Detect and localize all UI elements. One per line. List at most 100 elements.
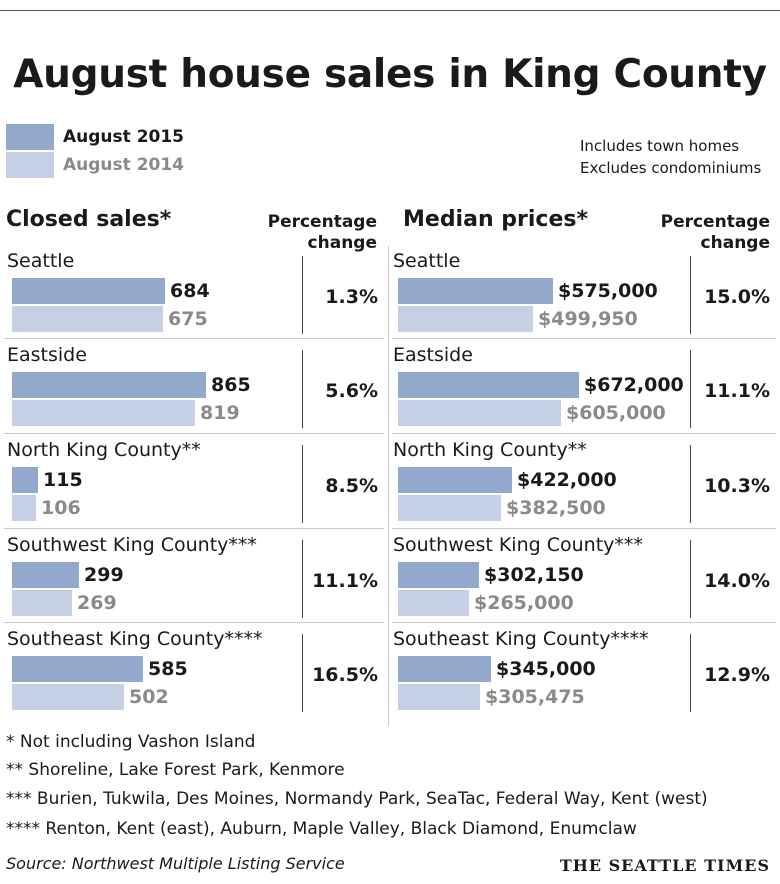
median-prices-value-2015: $575,000 bbox=[558, 280, 658, 302]
closed-sales-pct-change: 5.6% bbox=[325, 380, 378, 402]
median-prices-region-label: Southwest King County*** bbox=[393, 534, 643, 556]
median-prices-bar-2014 bbox=[398, 306, 533, 332]
median-prices-pct-change: 12.9% bbox=[704, 664, 770, 686]
legend-label-2015: August 2015 bbox=[63, 127, 185, 147]
chart-title: August house sales in King County bbox=[13, 52, 767, 97]
closed-sales-bar-2014 bbox=[12, 684, 124, 710]
median-prices-value-2014: $305,475 bbox=[485, 686, 585, 708]
closed-sales-heading: Closed sales* bbox=[6, 207, 172, 232]
median-prices-pct-divider bbox=[690, 540, 691, 618]
median-prices-value-2015: $422,000 bbox=[517, 469, 617, 491]
closed-sales-pct-change: 16.5% bbox=[312, 664, 378, 686]
pct-heading-line2: change bbox=[700, 233, 770, 253]
footnote-4: **** Renton, Kent (east), Auburn, Maple … bbox=[6, 819, 637, 839]
closed-sales-value-2014: 502 bbox=[129, 686, 169, 708]
closed-sales-bar-2015 bbox=[12, 562, 79, 588]
pct-heading-line2: change bbox=[307, 233, 377, 253]
closed-sales-bar-2015 bbox=[12, 467, 38, 493]
closed-sales-value-2015: 585 bbox=[148, 658, 188, 680]
closed-sales-value-2014: 675 bbox=[168, 308, 208, 330]
median-prices-bar-2015 bbox=[398, 372, 579, 398]
legend-label-2014: August 2014 bbox=[63, 155, 185, 175]
median-prices-bar-2015 bbox=[398, 656, 491, 682]
panel-divider bbox=[388, 246, 389, 726]
median-prices-bar-2015 bbox=[398, 467, 512, 493]
legend-swatch-2014 bbox=[6, 152, 54, 178]
median-prices-value-2014: $499,950 bbox=[538, 308, 638, 330]
median-prices-bar-2015 bbox=[398, 562, 479, 588]
brand-logo: THE SEATTLE TIMES bbox=[559, 856, 770, 875]
closed-sales-pct-change: 8.5% bbox=[325, 475, 378, 497]
closed-sales-bar-2014 bbox=[12, 590, 72, 616]
median-prices-pct-divider bbox=[690, 256, 691, 334]
closed-sales-pct-change: 11.1% bbox=[312, 570, 378, 592]
pct-heading-line1: Percentage bbox=[660, 212, 770, 232]
median-prices-value-2014: $605,000 bbox=[566, 402, 666, 424]
footnote-2: ** Shoreline, Lake Forest Park, Kenmore bbox=[6, 760, 345, 780]
median-prices-pct-change: 11.1% bbox=[704, 380, 770, 402]
median-prices-row-divider bbox=[392, 338, 776, 339]
median-prices-pct-change: 10.3% bbox=[704, 475, 770, 497]
closed-sales-bar-2014 bbox=[12, 400, 195, 426]
median-prices-bar-2014 bbox=[398, 400, 561, 426]
closed-sales-pct-divider bbox=[302, 445, 303, 523]
median-prices-region-label: Southeast King County**** bbox=[393, 628, 649, 650]
median-prices-row-divider bbox=[392, 528, 776, 529]
closed-sales-pct-change: 1.3% bbox=[325, 286, 378, 308]
legend-swatch-2015 bbox=[6, 124, 54, 150]
closed-sales-value-2014: 269 bbox=[77, 592, 117, 614]
closed-sales-bar-2015 bbox=[12, 372, 206, 398]
median-prices-bar-2014 bbox=[398, 684, 480, 710]
closed-sales-row-divider bbox=[4, 433, 384, 434]
note-townhomes: Includes town homes bbox=[580, 137, 740, 155]
median-prices-value-2014: $382,500 bbox=[506, 497, 606, 519]
median-prices-value-2014: $265,000 bbox=[474, 592, 574, 614]
closed-sales-pct-heading: Percentage change bbox=[255, 212, 377, 254]
closed-sales-value-2015: 299 bbox=[84, 564, 124, 586]
source-credit: Source: Northwest Multiple Listing Servi… bbox=[6, 854, 345, 873]
median-prices-pct-divider bbox=[690, 350, 691, 428]
closed-sales-pct-divider bbox=[302, 256, 303, 334]
closed-sales-row-divider bbox=[4, 622, 384, 623]
median-prices-value-2015: $345,000 bbox=[496, 658, 596, 680]
median-prices-pct-divider bbox=[690, 634, 691, 712]
closed-sales-value-2014: 819 bbox=[200, 402, 240, 424]
closed-sales-value-2015: 865 bbox=[211, 374, 251, 396]
footnote-3: *** Burien, Tukwila, Des Moines, Normand… bbox=[6, 789, 708, 809]
closed-sales-bar-2014 bbox=[12, 495, 36, 521]
closed-sales-value-2015: 684 bbox=[170, 280, 210, 302]
median-prices-region-label: North King County** bbox=[393, 439, 587, 461]
footnote-1: * Not including Vashon Island bbox=[6, 732, 256, 752]
median-prices-row-divider bbox=[392, 622, 776, 623]
closed-sales-region-label: Eastside bbox=[7, 344, 87, 366]
median-prices-heading: Median prices* bbox=[403, 207, 588, 232]
closed-sales-pct-divider bbox=[302, 350, 303, 428]
closed-sales-bar-2015 bbox=[12, 278, 165, 304]
top-rule bbox=[0, 10, 780, 11]
pct-heading-line1: Percentage bbox=[267, 212, 377, 232]
closed-sales-pct-divider bbox=[302, 634, 303, 712]
median-prices-value-2015: $302,150 bbox=[484, 564, 584, 586]
closed-sales-region-label: Southwest King County*** bbox=[7, 534, 257, 556]
closed-sales-pct-divider bbox=[302, 540, 303, 618]
median-prices-value-2015: $672,000 bbox=[584, 374, 684, 396]
median-prices-region-label: Eastside bbox=[393, 344, 473, 366]
closed-sales-region-label: Seattle bbox=[7, 250, 75, 272]
median-prices-region-label: Seattle bbox=[393, 250, 461, 272]
closed-sales-region-label: North King County** bbox=[7, 439, 201, 461]
median-prices-bar-2014 bbox=[398, 590, 469, 616]
median-prices-pct-change: 15.0% bbox=[704, 286, 770, 308]
closed-sales-row-divider bbox=[4, 528, 384, 529]
median-prices-bar-2015 bbox=[398, 278, 553, 304]
median-prices-pct-divider bbox=[690, 445, 691, 523]
closed-sales-row-divider bbox=[4, 338, 384, 339]
median-prices-bar-2014 bbox=[398, 495, 501, 521]
note-condos: Excludes condominiums bbox=[580, 159, 762, 177]
closed-sales-region-label: Southeast King County**** bbox=[7, 628, 263, 650]
median-prices-pct-change: 14.0% bbox=[704, 570, 770, 592]
closed-sales-bar-2014 bbox=[12, 306, 163, 332]
closed-sales-bar-2015 bbox=[12, 656, 143, 682]
closed-sales-value-2015: 115 bbox=[43, 469, 83, 491]
median-prices-pct-heading: Percentage change bbox=[640, 212, 770, 254]
closed-sales-value-2014: 106 bbox=[41, 497, 81, 519]
